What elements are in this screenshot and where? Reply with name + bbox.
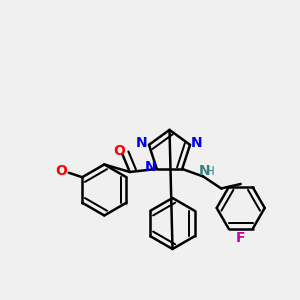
Text: N: N [145, 160, 157, 175]
Text: N: N [199, 164, 211, 178]
Text: O: O [113, 144, 125, 158]
Text: F: F [236, 231, 245, 245]
Text: H: H [206, 165, 214, 178]
Text: O: O [55, 164, 67, 178]
Text: N: N [136, 136, 147, 150]
Text: N: N [191, 136, 203, 150]
